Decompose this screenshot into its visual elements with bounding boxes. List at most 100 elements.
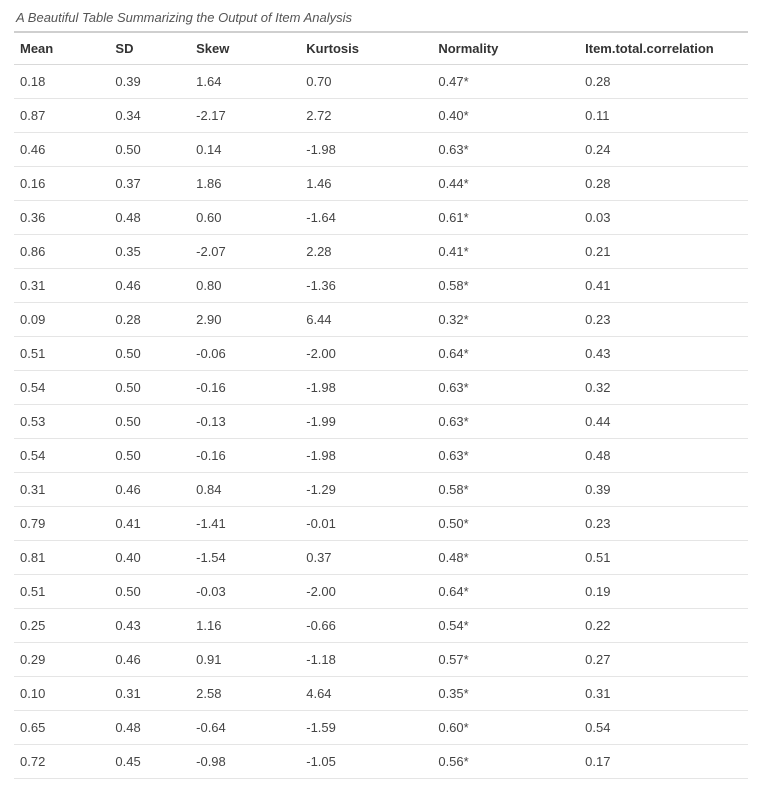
table-cell: 1.16 — [190, 609, 300, 643]
table-cell: 0.48 — [579, 439, 748, 473]
col-header-skew: Skew — [190, 32, 300, 65]
table-cell: 0.48 — [109, 201, 190, 235]
table-cell: 0.72 — [14, 745, 109, 779]
table-cell: 0.54 — [579, 711, 748, 745]
table-cell: 0.28 — [579, 65, 748, 99]
table-cell: 0.56* — [432, 745, 579, 779]
table-cell: 0.46 — [109, 643, 190, 677]
table-cell: 0.50 — [109, 405, 190, 439]
table-row: 0.310.460.84-1.290.58*0.39 — [14, 473, 748, 507]
table-cell: 0.35 — [109, 235, 190, 269]
table-cell: 0.23 — [579, 303, 748, 337]
table-cell: 0.25 — [14, 609, 109, 643]
table-cell: 0.28 — [109, 303, 190, 337]
table-cell: 0.11 — [579, 99, 748, 133]
table-cell: 0.60* — [432, 711, 579, 745]
table-cell: -1.98 — [300, 133, 432, 167]
table-cell: -1.99 — [300, 405, 432, 439]
table-cell: 0.51 — [579, 541, 748, 575]
table-cell: -2.07 — [190, 235, 300, 269]
table-row: 0.720.45-0.98-1.050.56*0.17 — [14, 745, 748, 779]
table-cell: 0.16 — [14, 167, 109, 201]
table-cell: -0.64 — [190, 711, 300, 745]
table-cell: 0.46 — [109, 473, 190, 507]
col-header-itemcorr: Item.total.correlation — [579, 32, 748, 65]
table-cell: -0.01 — [300, 507, 432, 541]
table-row: 0.460.500.14-1.980.63*0.24 — [14, 133, 748, 167]
table-cell: 0.35* — [432, 677, 579, 711]
table-cell: 0.58* — [432, 269, 579, 303]
table-cell: 0.70 — [300, 65, 432, 99]
table-cell: 0.65 — [14, 711, 109, 745]
table-cell: -2.17 — [190, 99, 300, 133]
table-row: 0.530.50-0.13-1.990.63*0.44 — [14, 405, 748, 439]
table-cell: 0.18 — [14, 65, 109, 99]
table-row: 0.510.50-0.06-2.000.64*0.43 — [14, 337, 748, 371]
table-cell: 0.61* — [432, 201, 579, 235]
table-cell: -1.64 — [300, 201, 432, 235]
col-header-sd: SD — [109, 32, 190, 65]
table-cell: 0.28 — [579, 167, 748, 201]
table-cell: 1.46 — [300, 167, 432, 201]
table-row: 0.160.371.861.460.44*0.28 — [14, 167, 748, 201]
table-row: 0.510.50-0.03-2.000.64*0.19 — [14, 575, 748, 609]
table-row: 0.360.480.60-1.640.61*0.03 — [14, 201, 748, 235]
table-cell: 1.64 — [190, 65, 300, 99]
table-cell: 0.91 — [190, 643, 300, 677]
table-caption: A Beautiful Table Summarizing the Output… — [16, 10, 748, 25]
table-cell: 0.63* — [432, 133, 579, 167]
table-cell: -0.13 — [190, 405, 300, 439]
table-cell: 0.57* — [432, 643, 579, 677]
table-cell: 0.31 — [14, 473, 109, 507]
table-row: 0.290.460.91-1.180.57*0.27 — [14, 643, 748, 677]
table-cell: -1.18 — [300, 643, 432, 677]
table-cell: 0.32* — [432, 303, 579, 337]
table-cell: 0.53 — [14, 405, 109, 439]
table-cell: 0.48* — [432, 541, 579, 575]
table-row: 0.540.50-0.16-1.980.63*0.48 — [14, 439, 748, 473]
table-cell: 0.29 — [14, 643, 109, 677]
table-cell: -0.16 — [190, 439, 300, 473]
table-cell: 2.28 — [300, 235, 432, 269]
table-cell: 0.36 — [14, 201, 109, 235]
table-cell: -1.98 — [300, 371, 432, 405]
col-header-normality: Normality — [432, 32, 579, 65]
table-cell: 0.39 — [109, 65, 190, 99]
table-cell: 0.63* — [432, 371, 579, 405]
table-cell: 0.60 — [190, 201, 300, 235]
col-header-kurtosis: Kurtosis — [300, 32, 432, 65]
table-cell: -0.06 — [190, 337, 300, 371]
table-cell: 2.58 — [190, 677, 300, 711]
table-cell: 0.41* — [432, 235, 579, 269]
table-cell: 1.86 — [190, 167, 300, 201]
table-row: 0.540.50-0.16-1.980.63*0.32 — [14, 371, 748, 405]
table-cell: 0.39 — [579, 473, 748, 507]
table-cell: 0.27 — [579, 643, 748, 677]
table-cell: -0.98 — [190, 745, 300, 779]
table-cell: 0.32 — [579, 371, 748, 405]
table-row: 0.790.41-1.41-0.010.50*0.23 — [14, 507, 748, 541]
table-cell: -1.54 — [190, 541, 300, 575]
table-cell: -2.00 — [300, 575, 432, 609]
table-row: 0.250.431.16-0.660.54*0.22 — [14, 609, 748, 643]
table-cell: 0.54 — [14, 371, 109, 405]
table-cell: 0.31 — [579, 677, 748, 711]
table-header-row: Mean SD Skew Kurtosis Normality Item.tot… — [14, 32, 748, 65]
table-cell: 0.47* — [432, 65, 579, 99]
table-cell: 0.50 — [109, 337, 190, 371]
table-row: 0.310.460.80-1.360.58*0.41 — [14, 269, 748, 303]
table-cell: 0.40 — [109, 541, 190, 575]
table-cell: 0.34 — [109, 99, 190, 133]
table-cell: 0.50* — [432, 507, 579, 541]
table-cell: 0.10 — [14, 677, 109, 711]
table-cell: 0.37 — [109, 167, 190, 201]
table-cell: 0.64* — [432, 337, 579, 371]
table-cell: 0.21 — [579, 235, 748, 269]
table-cell: 0.50 — [109, 439, 190, 473]
table-cell: 0.63* — [432, 405, 579, 439]
table-cell: 0.86 — [14, 235, 109, 269]
item-analysis-table: Mean SD Skew Kurtosis Normality Item.tot… — [14, 31, 748, 779]
table-cell: -2.00 — [300, 337, 432, 371]
table-cell: -1.05 — [300, 745, 432, 779]
table-cell: 0.46 — [14, 133, 109, 167]
